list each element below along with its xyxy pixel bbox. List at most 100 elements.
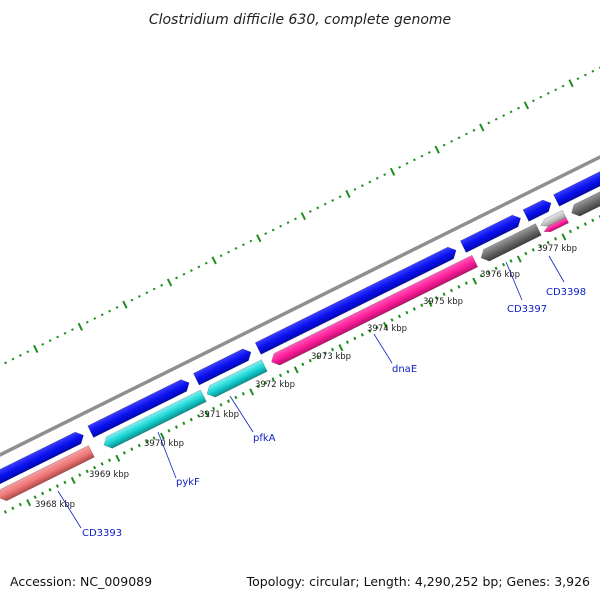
forward-cds [87, 379, 190, 438]
tick-mark [345, 189, 351, 198]
tick-mark [464, 281, 468, 285]
tick-mark [279, 224, 283, 228]
tick-mark [71, 328, 74, 331]
tick-mark [338, 344, 344, 352]
tick-mark [294, 217, 297, 221]
tick-mark [271, 377, 275, 381]
tick-mark [561, 233, 567, 241]
tick-mark [48, 487, 52, 492]
tick-mark [41, 342, 45, 346]
tick-mark [219, 254, 223, 258]
tick-mark [539, 244, 543, 248]
tick-mark [517, 106, 520, 110]
tick-mark [368, 180, 372, 184]
tick-mark [130, 298, 134, 302]
tick-mark [405, 162, 409, 165]
tick-mark [33, 495, 37, 499]
tick-mark [427, 151, 431, 154]
gene-leader-line [373, 333, 393, 364]
tick-mark [204, 410, 210, 418]
tick-mark [487, 121, 491, 125]
reverse-cds-small [543, 217, 570, 233]
kbp-label: 3970 kbp [144, 439, 184, 449]
tick-mark [227, 250, 231, 254]
tick-mark [539, 95, 543, 99]
tick-mark [568, 229, 573, 234]
gene-label-CD3397[interactable]: CD3397 [507, 304, 547, 315]
tick-mark [316, 355, 320, 359]
tick-mark [286, 369, 290, 374]
tick-mark [360, 332, 364, 337]
page-title: Clostridium difficile 630, complete geno… [149, 12, 451, 28]
tick-mark [212, 406, 216, 411]
tick-mark [516, 255, 522, 263]
tick-mark [390, 318, 394, 322]
gene-label-CD3393[interactable]: CD3393 [82, 528, 122, 539]
tick-mark [509, 110, 513, 114]
tick-mark [353, 187, 357, 191]
tick-mark [33, 344, 39, 353]
tick-mark [576, 225, 580, 230]
tick-mark [308, 210, 312, 213]
tick-mark [11, 357, 15, 361]
tick-mark [107, 458, 112, 463]
forward-cds [193, 348, 252, 386]
tick-mark [11, 506, 15, 511]
tick-mark [115, 454, 121, 462]
tick-mark [18, 502, 22, 507]
tick-mark [397, 314, 402, 319]
kbp-label: 3973 kbp [311, 352, 351, 362]
tick-mark [583, 73, 587, 77]
forward-cds [522, 199, 552, 222]
tick-mark [383, 173, 387, 176]
forward-cds [553, 156, 600, 207]
tick-mark [353, 336, 357, 341]
tick-mark [561, 84, 565, 88]
tick-mark [152, 436, 156, 440]
scale-labels: 3968 kbp 3969 kbp 3970 kbp 3971 kbp 3972… [35, 244, 577, 510]
tick-mark [189, 269, 193, 272]
tick-mark [457, 285, 461, 289]
tick-mark [122, 451, 126, 455]
kbp-label: 3969 kbp [89, 470, 129, 480]
tick-mark [234, 247, 238, 250]
tick-mark [108, 309, 112, 313]
tick-mark [554, 237, 558, 241]
tick-mark [323, 351, 327, 356]
kbp-label: 3972 kbp [255, 380, 295, 390]
tick-mark [472, 128, 476, 132]
tick-mark [93, 465, 97, 470]
genome-backbone [0, 133, 600, 475]
tick-mark [63, 480, 67, 485]
tick-mark [100, 313, 104, 317]
gene-label-pykF[interactable]: pykF [176, 477, 200, 488]
tick-mark [383, 321, 388, 330]
tick-mark [427, 299, 433, 307]
tick-mark [523, 101, 530, 110]
tick-mark [487, 270, 491, 274]
gene-label-dnaE[interactable]: dnaE [392, 364, 417, 375]
tick-mark [420, 303, 424, 308]
tick-mark [434, 145, 440, 154]
tick-mark [345, 340, 349, 344]
tick-mark [330, 347, 335, 352]
gene-leader-line [157, 431, 177, 479]
gene-leader-line [548, 255, 565, 283]
tick-mark [70, 476, 76, 485]
tick-mark [576, 77, 580, 81]
gene-leader-line [57, 490, 82, 529]
tick-mark [77, 322, 84, 331]
tick-mark [145, 291, 149, 295]
tick-mark [591, 218, 595, 223]
tick-mark [249, 388, 255, 396]
tick-mark [524, 251, 528, 256]
gene-label-pfkA[interactable]: pfkA [253, 433, 276, 444]
gene-label-CD3398[interactable]: CD3398 [546, 287, 586, 298]
tick-mark [219, 403, 223, 407]
tick-mark [26, 350, 30, 354]
genome-summary-text: Topology: circular; Length: 4,290,252 bp… [246, 574, 590, 589]
tick-mark [316, 206, 320, 210]
tick-mark [174, 425, 178, 429]
tick-mark [26, 499, 32, 507]
tick-mark [389, 167, 396, 176]
